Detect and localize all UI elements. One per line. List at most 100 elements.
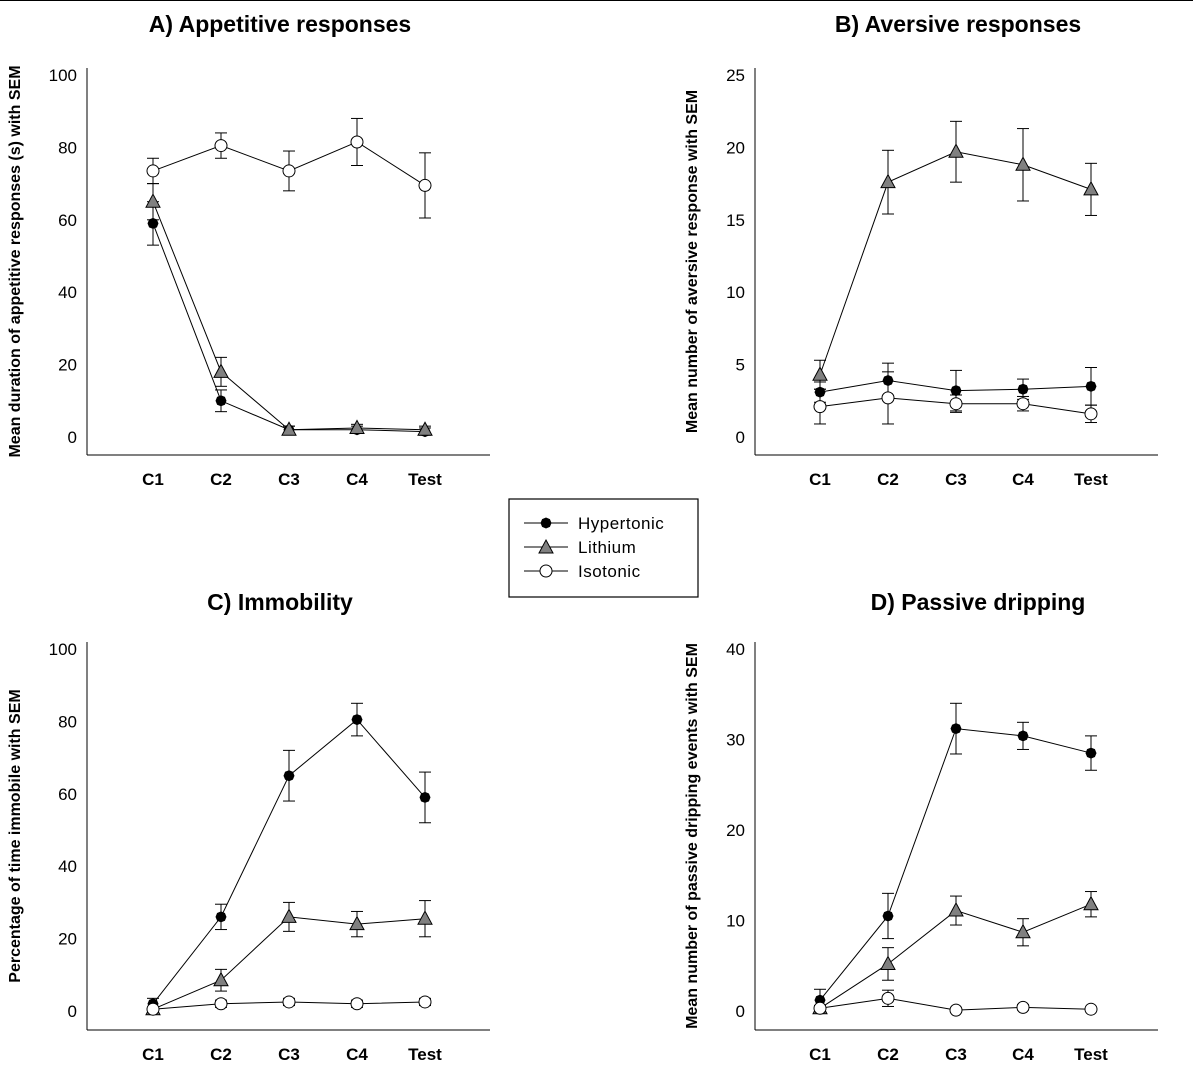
- panel-a-xtick-label: C1: [142, 470, 164, 489]
- panel-c-lithium-point: [417, 910, 433, 925]
- panel-a-xtick-label: C4: [346, 470, 368, 489]
- legend-item-hypertonic: Hypertonic: [524, 514, 664, 533]
- panel-c-hypertonic-point: [351, 714, 363, 726]
- legend-marker-hypertonic: [540, 517, 552, 529]
- panel-d-xtick-label: C4: [1012, 1045, 1034, 1064]
- panel-d-isotonic-point: [1016, 1000, 1030, 1014]
- panel-a-hypertonic-point: [215, 395, 227, 407]
- panel-d-ytick-label: 20: [726, 821, 745, 840]
- panel-c-lithium-point: [349, 915, 365, 931]
- panel-c-ylabel: Percentage of time immobile with SEM: [7, 689, 24, 982]
- panel-a-lithium-point: [145, 193, 161, 208]
- panel-c-xtick-label: C1: [142, 1045, 164, 1064]
- panel-d-title: D) Passive dripping: [871, 589, 1086, 615]
- panel-c-xtick-label: C2: [210, 1045, 232, 1064]
- panel-d-lithium-point: [1083, 895, 1099, 911]
- panel-c-hypertonic-point: [215, 911, 227, 923]
- panel-d-hypertonic-point: [1017, 730, 1029, 742]
- panel-b-isotonic-point: [813, 400, 827, 414]
- panel-a-lithium-point: [281, 421, 297, 436]
- panel-b-lithium-point: [812, 366, 828, 381]
- panel-b-xtick-label: C1: [809, 470, 831, 489]
- panel-b-title: B) Aversive responses: [835, 11, 1081, 37]
- panel-a-title: A) Appetitive responses: [149, 11, 411, 37]
- panel-c-ytick-label: 60: [58, 785, 77, 804]
- panel-a-lithium-line: [152, 201, 426, 431]
- panel-d-hypertonic-point: [950, 723, 962, 735]
- panel-a-lithium-point: [213, 363, 229, 378]
- panel-c-isotonic-point: [282, 995, 296, 1009]
- panel-a-xtick-label: C3: [278, 470, 300, 489]
- panel-a-lithium-point: [417, 421, 433, 436]
- panel-c-hypertonic-point: [283, 770, 295, 782]
- panel-c-ytick-label: 0: [68, 1002, 77, 1021]
- panel-d-ytick-label: 10: [726, 912, 745, 931]
- panel-d-hypertonic-line: [819, 728, 1092, 1001]
- panel-d-hypertonic-point: [882, 910, 894, 922]
- panel-a-xtick-label: Test: [408, 470, 442, 489]
- panel-a-ytick-label: 40: [58, 283, 77, 302]
- panel-d-isotonic-point: [1084, 1002, 1098, 1016]
- panel-b-isotonic-point: [1016, 397, 1030, 411]
- legend: Hypertonic Lithium Isotonic: [508, 498, 699, 598]
- panel-b-lithium-point: [1015, 156, 1031, 171]
- panel-b-ytick-label: 5: [736, 356, 745, 375]
- panel-b-ytick-label: 25: [726, 66, 745, 85]
- panel-b-ytick-label: 20: [726, 138, 745, 157]
- panel-b: B) Aversive responses Mean number of aver…: [684, 11, 1158, 489]
- panel-c-lithium-point: [213, 971, 229, 987]
- panel-a-ytick-label: 100: [49, 66, 77, 85]
- panel-b-isotonic-point: [949, 397, 963, 411]
- panel-b-xtick-label: C4: [1012, 470, 1034, 489]
- panel-d-lithium-point: [948, 901, 964, 917]
- panel-b-xtick-label: Test: [1074, 470, 1108, 489]
- panel-b-lithium-point: [880, 173, 896, 189]
- panel-a-isotonic-point: [146, 164, 160, 178]
- legend-item-lithium: Lithium: [524, 538, 636, 557]
- panel-a-isotonic-point: [214, 139, 228, 153]
- panel-d-lithium-point: [880, 955, 896, 970]
- panel-c-xtick-label: C3: [278, 1045, 300, 1064]
- panel-b-hypertonic-point: [1017, 383, 1029, 395]
- panel-d-ytick-label: 30: [726, 731, 745, 750]
- panel-d-xtick-label: Test: [1074, 1045, 1108, 1064]
- panel-b-xtick-label: C2: [877, 470, 899, 489]
- panel-c-xtick-label: C4: [346, 1045, 368, 1064]
- panel-a-isotonic-point: [350, 135, 364, 149]
- panel-b-lithium-line: [819, 151, 1092, 375]
- panel-a-ytick-label: 0: [68, 428, 77, 447]
- panel-c-hypertonic-point: [419, 791, 431, 803]
- panel-a-ytick-label: 20: [58, 356, 77, 375]
- panel-a-isotonic-point: [282, 164, 296, 178]
- panel-a-ytick-label: 80: [58, 138, 77, 157]
- panel-c-isotonic-point: [350, 997, 364, 1011]
- panel-c-xtick-label: Test: [408, 1045, 442, 1064]
- panel-d-hypertonic-point: [1085, 747, 1097, 759]
- legend-label-isotonic: Isotonic: [578, 562, 641, 581]
- panel-b-ytick-label: 0: [736, 428, 745, 447]
- panel-d-xtick-label: C3: [945, 1045, 967, 1064]
- panel-a-xtick-label: C2: [210, 470, 232, 489]
- panel-d-isotonic-point: [881, 991, 895, 1005]
- panel-b-ytick-label: 15: [726, 211, 745, 230]
- legend-frame: [508, 498, 699, 598]
- panel-d-isotonic-point: [813, 1001, 827, 1015]
- panel-d-lithium-point: [1015, 923, 1031, 939]
- panel-b-hypertonic-point: [1085, 380, 1097, 392]
- legend-item-isotonic: Isotonic: [524, 562, 641, 581]
- legend-label-hypertonic: Hypertonic: [578, 514, 664, 533]
- panel-b-lithium-point: [1083, 180, 1099, 196]
- panel-b-ylabel: Mean number of aversive response with SE…: [684, 90, 701, 433]
- panel-c: C) Immobility Percentage of time immobile…: [7, 589, 490, 1064]
- panel-b-isotonic-point: [1084, 407, 1098, 421]
- panel-a-lithium-point: [349, 419, 365, 434]
- panel-d-ylabel: Mean number of passive dripping events w…: [684, 643, 701, 1029]
- top-border-line: [0, 0, 1193, 1]
- panel-a-isotonic-point: [418, 178, 432, 192]
- panel-c-ytick-label: 40: [58, 857, 77, 876]
- panel-d-xtick-label: C2: [877, 1045, 899, 1064]
- panel-c-ytick-label: 20: [58, 930, 77, 949]
- panel-b-lithium-point: [948, 143, 964, 158]
- legend-marker-isotonic: [539, 564, 553, 578]
